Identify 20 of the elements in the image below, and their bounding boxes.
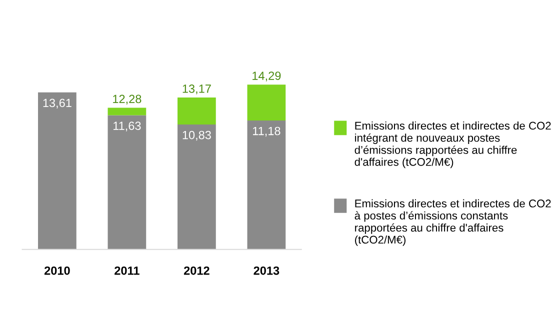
x-tick-label: 2011 [114,266,140,275]
data-label: 11,63 [114,122,141,132]
x-tick-label: 2010 [44,266,70,275]
bar [108,115,146,250]
total-label: 14,29 [252,72,281,82]
data-label: 10,83 [182,130,211,141]
bar [108,108,146,116]
total-label: 13,17 [182,84,211,94]
total-label: 12,28 [113,94,142,105]
bar [247,84,286,120]
bar [178,98,216,125]
bar [247,120,286,250]
data-label: 13,61 [43,98,72,109]
bar [178,124,216,250]
legend-label: Emissions directes et indirectes de CO2 à postes d’émissions constants rapportées au chiffre d'affaires (tCO2/M€) [354,199,551,246]
x-tick-label: 2013 [254,266,280,275]
data-label: 11,18 [253,126,280,137]
legend-label: Emissions directes et indirectes de CO2 intégrant de nouveaux postes d’émissions rapportées au chiffre d'affaires (tCO2/M€) [354,122,551,168]
x-tick-label: 2012 [184,266,210,275]
bar [38,92,76,250]
